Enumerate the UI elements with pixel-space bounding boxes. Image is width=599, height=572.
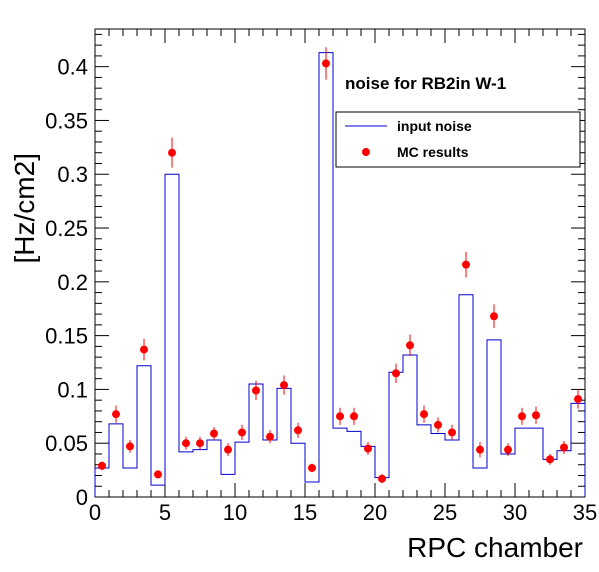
mc-point [224,445,232,454]
legend-label-input-noise: input noise [397,118,472,134]
x-axis-title: RPC chamber [407,532,583,563]
plot-frame [94,28,586,498]
mc-point [518,412,526,421]
x-tick-label: 15 [293,500,317,525]
mc-point [350,412,358,421]
y-tick-label: 0.1 [57,377,88,402]
legend-label-mc-results: MC results [397,144,469,160]
x-tick-label: 0 [89,500,101,525]
mc-point [280,381,288,390]
y-tick-label: 0.3 [57,162,88,187]
chart-title: noise for RB2in W-1 [345,74,506,93]
legend-marker-icon [362,148,370,156]
mc-point [504,445,512,454]
y-tick-label: 0.2 [57,270,88,295]
mc-point [490,312,498,321]
mc-point [560,443,568,452]
mc-point [448,428,456,437]
x-tick-label: 30 [503,500,527,525]
mc-point [406,341,414,350]
mc-point [126,442,134,451]
legend: input noise MC results [335,111,581,168]
mc-point [420,410,428,419]
y-axis-tick-labels: 0 0.05 0.1 0.15 0.2 0.25 0.3 0.35 0.4 [45,55,88,510]
mc-point [98,461,106,470]
y-axis-ticks [95,33,585,498]
x-axis-tick-labels: 0 5 10 15 20 25 30 35 [89,500,597,525]
mc-point [392,369,400,378]
legend-box [335,111,581,168]
x-tick-label: 25 [433,500,457,525]
mc-point [546,455,554,464]
mc-point [112,410,120,419]
mc-point [252,386,260,395]
y-tick-label: 0.35 [45,108,88,133]
mc-point [462,260,470,269]
y-tick-label: 0.25 [45,216,88,241]
x-tick-label: 20 [363,500,387,525]
y-axis-title: [Hz/cm2] [9,153,40,263]
y-tick-label: 0.15 [45,324,88,349]
input-noise-step-line [94,52,586,497]
input-noise-histogram [94,52,586,497]
mc-point [182,439,190,448]
mc-point [336,412,344,421]
mc-point [364,444,372,453]
mc-point [266,432,274,441]
x-tick-label: 10 [223,500,247,525]
mc-point [238,428,246,437]
mc-point [196,439,204,448]
mc-results-points [98,47,582,484]
y-tick-label: 0 [76,485,88,510]
mc-point [532,411,540,420]
mc-point [294,426,302,435]
y-tick-label: 0.05 [45,431,88,456]
mc-point [308,463,316,472]
mc-point [574,395,582,404]
mc-point [322,59,330,68]
mc-point [168,148,176,157]
y-tick-label: 0.4 [57,55,88,80]
x-tick-label: 5 [159,500,171,525]
mc-point [154,470,162,479]
x-axis-ticks [94,29,586,497]
mc-point [210,429,218,438]
mc-point [434,420,442,429]
mc-point [140,345,148,354]
mc-point [378,474,386,483]
mc-point [476,445,484,454]
x-tick-label: 35 [573,500,597,525]
